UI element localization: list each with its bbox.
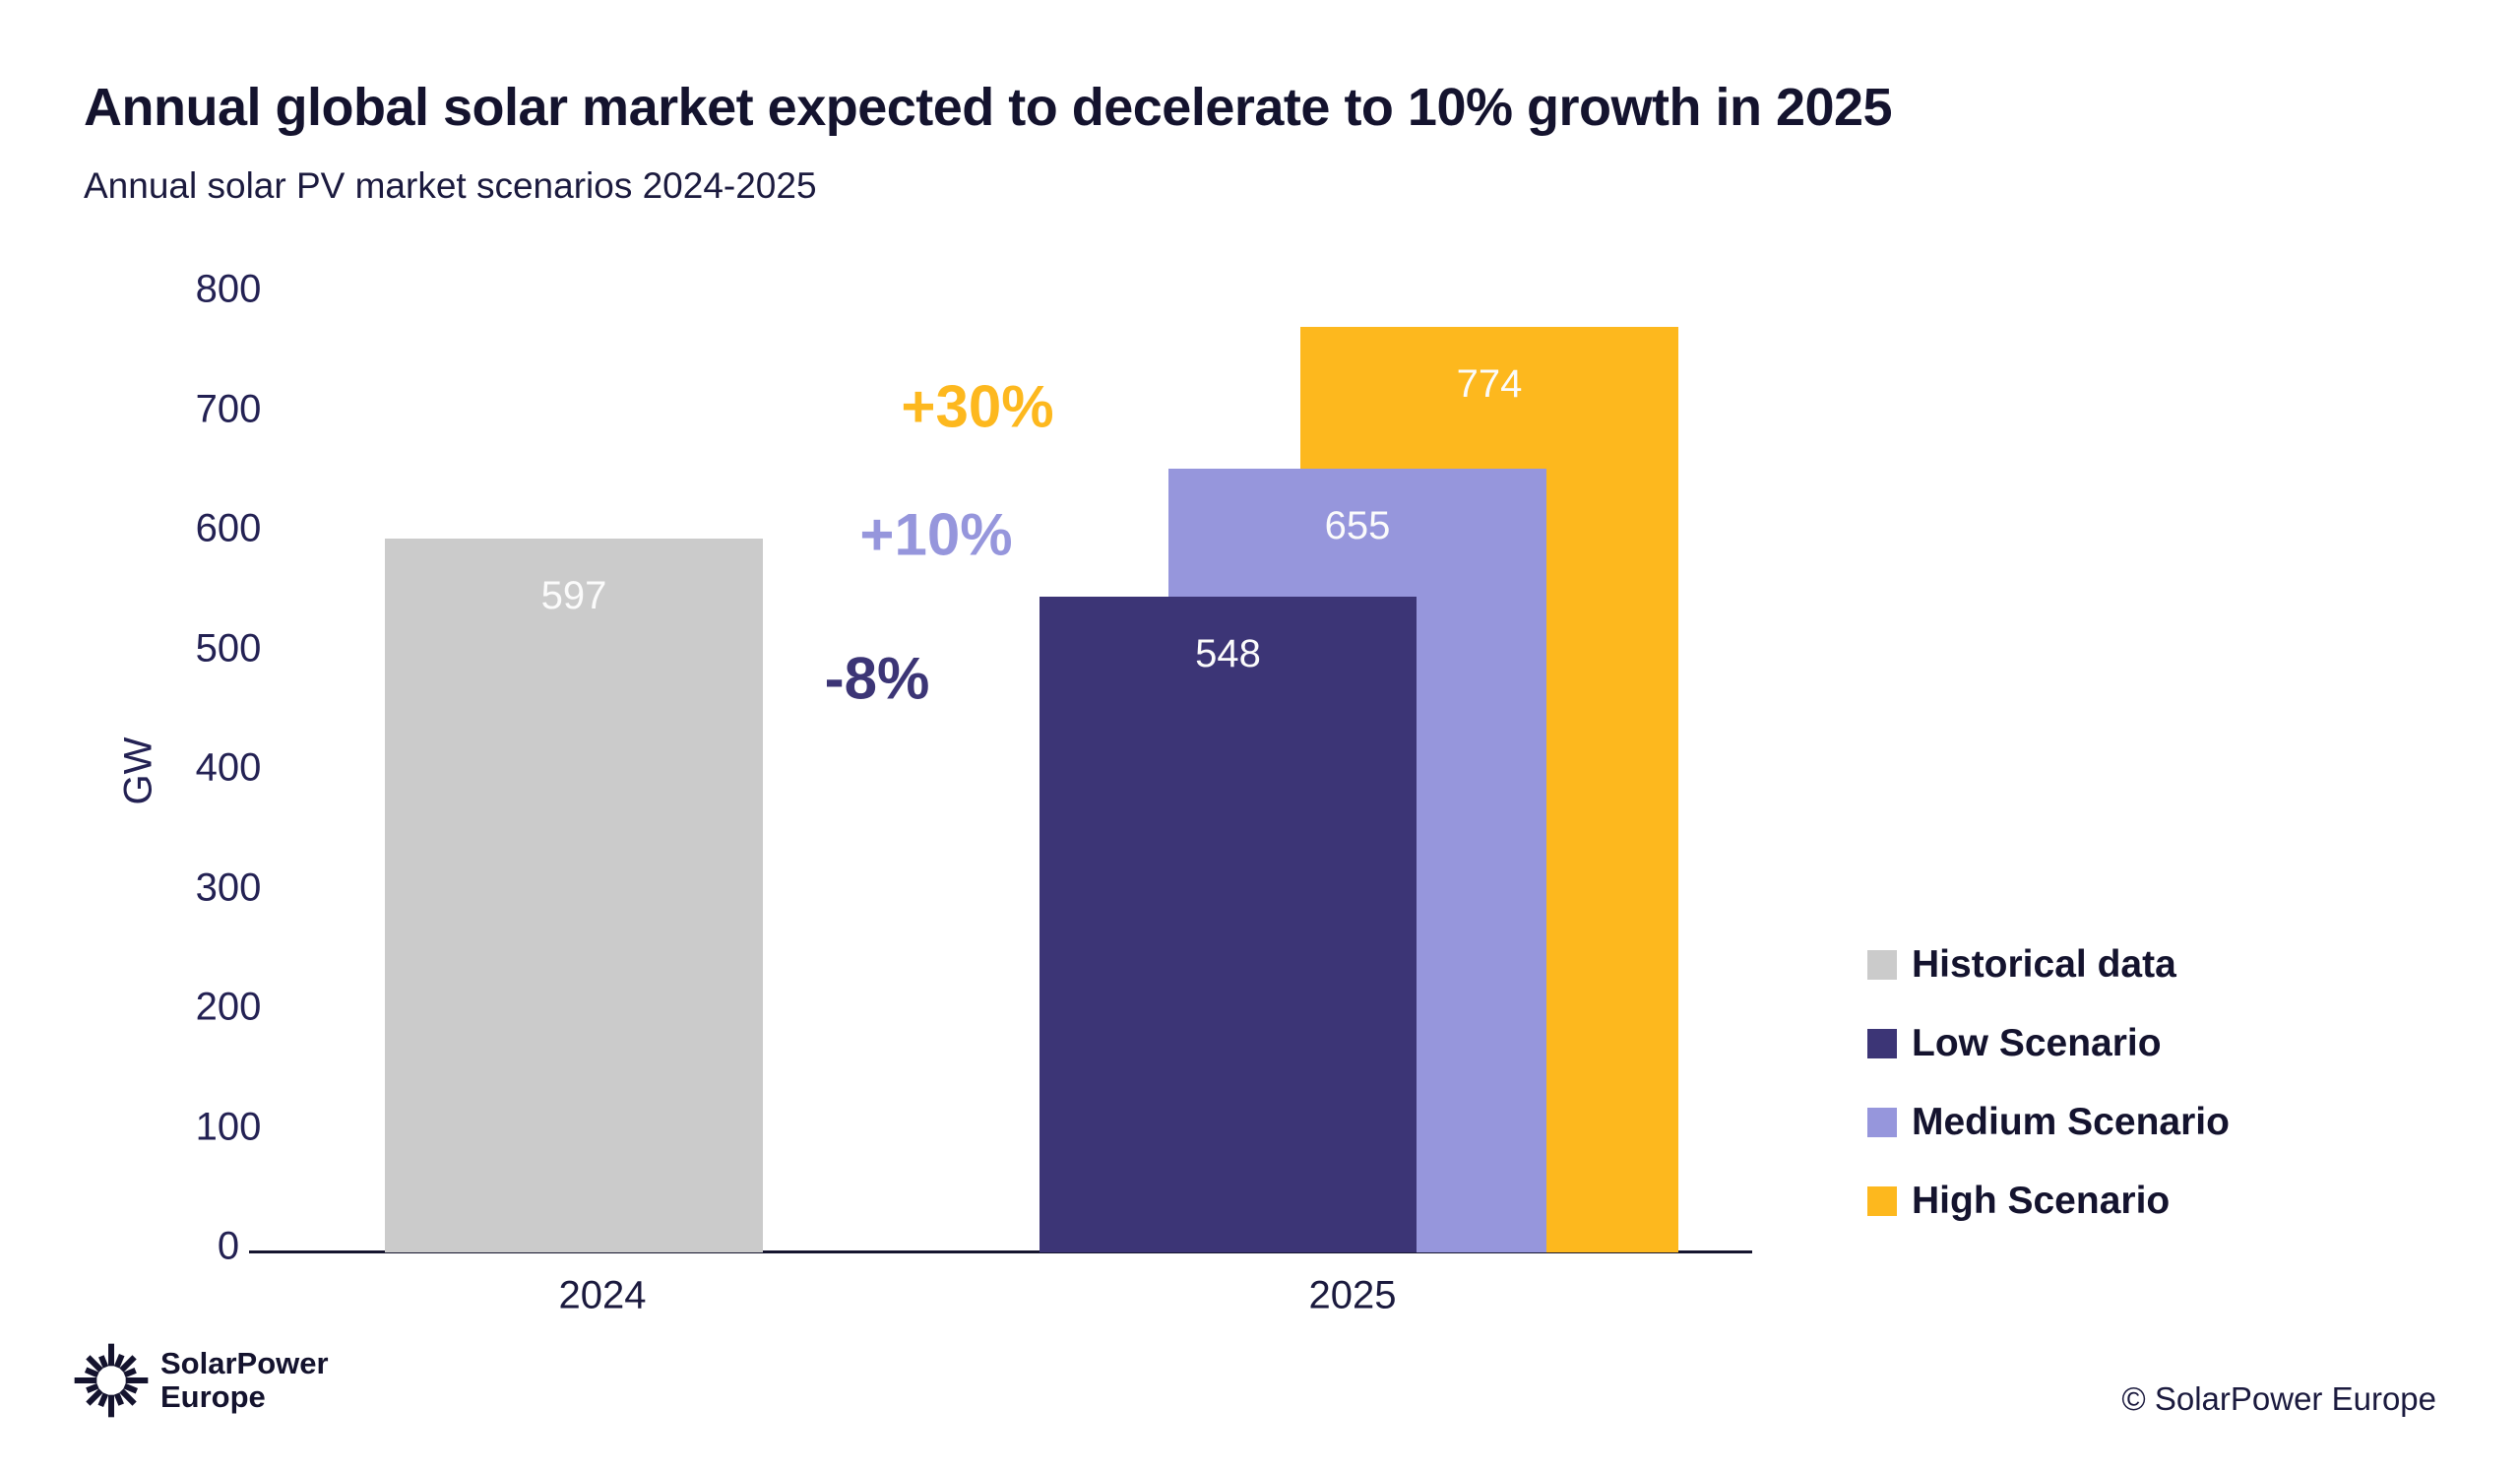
chart-subtitle: Annual solar PV market scenarios 2024-20… bbox=[84, 165, 817, 206]
x-tick-2025: 2025 bbox=[1308, 1273, 1397, 1317]
chart-legend: Historical data Low Scenario Medium Scenar… bbox=[1867, 943, 2230, 1265]
annotation-30: +30% bbox=[901, 373, 1054, 440]
annotation--8: -8% bbox=[824, 645, 930, 712]
logo-text: SolarPower Europe bbox=[160, 1347, 329, 1414]
y-tick-200: 200 bbox=[195, 985, 262, 1029]
legend-label: Historical data bbox=[1912, 943, 2176, 986]
solarpower-europe-logo: SolarPower Europe bbox=[72, 1341, 329, 1420]
page-title: Annual global solar market expected to d… bbox=[84, 78, 1893, 137]
y-tick-400: 400 bbox=[195, 745, 262, 790]
legend-item-medium-scenario: Medium Scenario bbox=[1867, 1101, 2230, 1143]
copyright-text: © SolarPower Europe bbox=[2121, 1380, 2436, 1417]
bar-value-label: 655 bbox=[1324, 504, 1391, 547]
legend-item-historical-data: Historical data bbox=[1867, 943, 2230, 986]
legend-label: Low Scenario bbox=[1912, 1022, 2162, 1064]
logo-line2: Europe bbox=[160, 1379, 266, 1414]
y-tick-100: 100 bbox=[195, 1105, 262, 1148]
legend-swatch bbox=[1867, 950, 1897, 980]
logo-line1: SolarPower bbox=[160, 1346, 329, 1380]
bar-historical-data: 597 bbox=[385, 539, 763, 1252]
y-tick-700: 700 bbox=[195, 387, 262, 430]
y-tick-600: 600 bbox=[195, 506, 262, 550]
y-tick-800: 800 bbox=[195, 267, 262, 311]
x-tick-2024: 2024 bbox=[558, 1273, 647, 1317]
y-axis-label: GW bbox=[116, 736, 160, 805]
legend-item-high-scenario: High Scenario bbox=[1867, 1180, 2230, 1222]
y-tick-0: 0 bbox=[217, 1224, 240, 1268]
legend-label: High Scenario bbox=[1912, 1180, 2171, 1222]
x-axis-line bbox=[249, 1250, 1752, 1253]
legend-swatch bbox=[1867, 1029, 1897, 1058]
bar-value-label: 548 bbox=[1195, 632, 1261, 675]
legend-swatch bbox=[1867, 1186, 1897, 1216]
sunburst-icon bbox=[74, 1343, 149, 1418]
bar-value-label: 774 bbox=[1456, 362, 1523, 406]
y-tick-300: 300 bbox=[195, 865, 262, 909]
bar-low-scenario: 548 bbox=[1040, 597, 1417, 1252]
annotation-10: +10% bbox=[859, 501, 1013, 568]
legend-item-low-scenario: Low Scenario bbox=[1867, 1022, 2230, 1064]
bar-value-label: 597 bbox=[540, 574, 607, 617]
y-tick-500: 500 bbox=[195, 626, 262, 670]
legend-swatch bbox=[1867, 1108, 1897, 1137]
legend-label: Medium Scenario bbox=[1912, 1101, 2230, 1143]
